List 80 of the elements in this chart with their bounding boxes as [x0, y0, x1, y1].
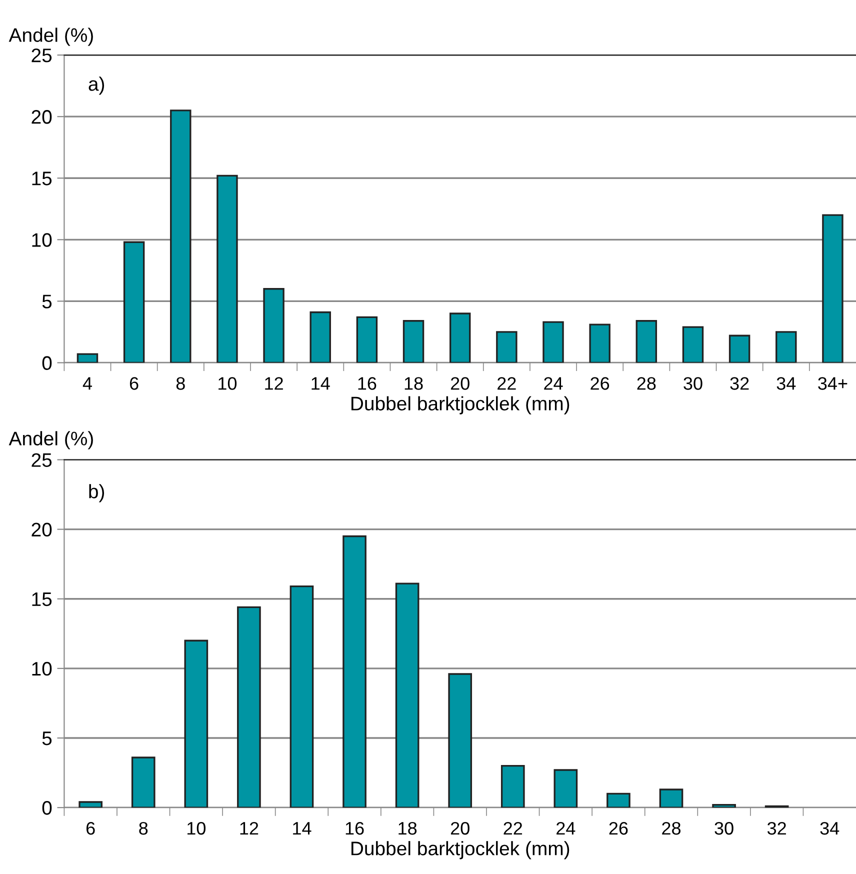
x-tick-label: 18	[398, 822, 417, 835]
x-tick-label: 4	[82, 377, 92, 390]
x-tick-label: 10	[188, 822, 206, 835]
y-axis-title: Andel (%)	[8, 28, 93, 46]
bar	[170, 110, 192, 363]
bar	[712, 804, 736, 808]
bar	[395, 582, 420, 808]
bar	[554, 769, 578, 808]
bar	[636, 320, 658, 363]
x-tick-label: 28	[637, 377, 656, 390]
bar	[496, 331, 518, 363]
y-tick-label: 5	[42, 732, 52, 746]
y-tick-label: 25	[32, 48, 52, 62]
x-tick-label: 12	[240, 822, 258, 835]
bar	[822, 214, 844, 363]
bar	[449, 312, 471, 363]
y-tick-label: 20	[32, 110, 52, 124]
x-tick-label: 6	[130, 377, 138, 390]
bar	[290, 586, 314, 808]
bar	[682, 326, 704, 363]
x-tick-label: 30	[684, 377, 702, 390]
bar	[263, 288, 284, 363]
bar	[76, 353, 98, 363]
bar	[542, 321, 564, 363]
x-tick-label: 16	[358, 377, 376, 390]
x-tick-label: 32	[767, 822, 786, 835]
x-tick-label: 18	[404, 377, 423, 390]
x-tick-label: 10	[218, 377, 237, 390]
y-tick-label: 0	[42, 801, 52, 815]
x-tick-label: 14	[312, 377, 330, 390]
x-tick-label: 12	[265, 377, 283, 390]
x-axis-title: Dubbel barktjocklek (mm)	[351, 841, 570, 860]
y-tick-label: 15	[32, 172, 52, 186]
x-tick-label: 22	[504, 822, 522, 835]
x-tick-label: 20	[450, 377, 470, 390]
bar	[500, 765, 525, 808]
x-tick-label: 26	[590, 377, 610, 390]
x-tick-label: 6	[86, 822, 95, 835]
y-tick-label: 10	[32, 662, 52, 676]
bar	[606, 792, 630, 808]
y-tick-label: 0	[42, 356, 52, 370]
bar	[402, 320, 424, 363]
bar	[123, 241, 145, 363]
bar	[237, 606, 261, 808]
x-tick-label: 22	[498, 377, 516, 390]
y-tick-label: 15	[32, 592, 52, 606]
x-tick-label: 20	[450, 822, 470, 835]
y-tick-label: 25	[32, 453, 52, 467]
x-tick-label: 34+	[818, 377, 848, 390]
x-tick-label: 8	[176, 377, 185, 390]
bar	[216, 174, 238, 363]
bar	[659, 788, 684, 808]
bar	[776, 331, 797, 363]
x-tick-label: 24	[544, 377, 563, 390]
y-axis-title: Andel (%)	[8, 431, 93, 450]
y-tick-label: 10	[32, 233, 52, 247]
annotation: b)	[89, 484, 104, 502]
bar	[342, 535, 366, 808]
y-tick-label: 20	[32, 522, 52, 537]
x-tick-label: 16	[346, 822, 364, 835]
x-tick-label: 34	[820, 822, 840, 835]
x-tick-label: 32	[730, 377, 749, 390]
y-tick-label: 5	[42, 294, 52, 308]
bar	[448, 673, 472, 808]
x-tick-label: 8	[139, 822, 148, 835]
bar	[310, 311, 331, 363]
bar	[78, 801, 103, 808]
x-tick-label: 24	[556, 822, 576, 835]
bar	[131, 756, 156, 808]
x-tick-label: 30	[714, 822, 734, 835]
x-tick-label: 34	[776, 377, 796, 390]
bar	[356, 316, 378, 363]
x-tick-label: 26	[609, 822, 628, 835]
x-tick-label: 14	[293, 822, 312, 835]
bar	[589, 324, 610, 363]
bar	[184, 640, 208, 808]
x-tick-label: 28	[662, 822, 681, 835]
annotation: a)	[88, 76, 104, 95]
bar	[728, 334, 750, 363]
x-axis-title: Dubbel barktjocklek (mm)	[351, 396, 570, 414]
